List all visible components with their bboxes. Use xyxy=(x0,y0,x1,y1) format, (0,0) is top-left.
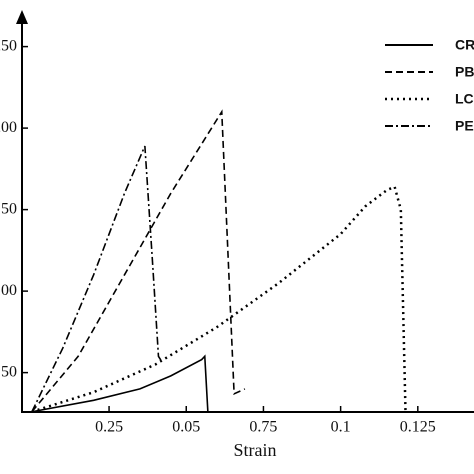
series-line xyxy=(31,354,209,413)
y-tick-label: 100 xyxy=(0,282,17,299)
y-tick-label: 50 xyxy=(1,363,17,380)
x-tick-label: 0.25 xyxy=(95,419,123,436)
x-tick-label: 0.75 xyxy=(249,419,277,436)
legend-label: PBO xyxy=(455,64,474,80)
x-axis-label: Strain xyxy=(234,440,277,460)
legend-label: PEA xyxy=(455,118,474,134)
series-line xyxy=(31,145,163,413)
series-line xyxy=(31,109,246,413)
y-tick-label: 200 xyxy=(0,119,17,136)
y-axis-arrow xyxy=(16,10,28,24)
x-tick-label: 0.125 xyxy=(400,419,436,436)
y-tick-label: 150 xyxy=(0,200,17,217)
x-tick-label: 0.05 xyxy=(172,419,200,436)
series-line xyxy=(31,185,407,413)
x-tick-label: 0.1 xyxy=(331,419,351,436)
y-tick-label: 250 xyxy=(0,37,17,54)
legend-label: CR xyxy=(455,37,474,53)
legend-label: LC xyxy=(455,91,474,107)
